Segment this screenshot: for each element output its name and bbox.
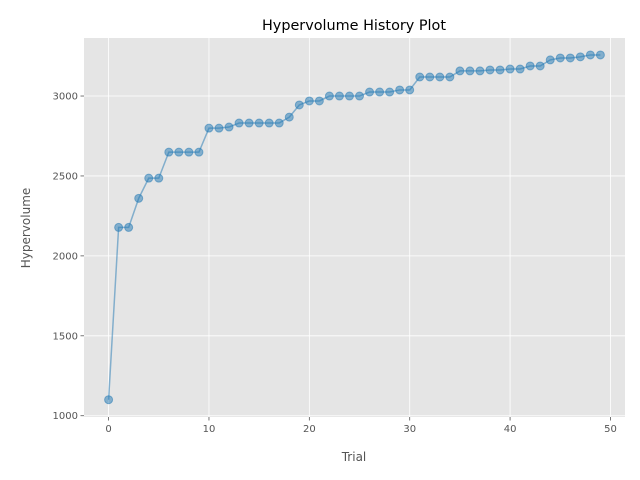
data-point [535, 61, 545, 71]
plot-area [84, 38, 625, 417]
data-point [395, 85, 405, 95]
data-point [204, 123, 214, 133]
x-tick-label: 40 [504, 424, 517, 435]
data-point [475, 66, 485, 76]
data-point [375, 87, 385, 97]
data-point [525, 61, 535, 71]
data-point [355, 91, 365, 101]
y-tick-label: 1500 [53, 331, 78, 342]
x-tick-label: 30 [403, 424, 416, 435]
y-axis-label: Hypervolume [19, 188, 33, 269]
data-point [515, 64, 525, 74]
data-point [405, 85, 415, 95]
data-point [565, 53, 575, 63]
data-point [595, 50, 605, 60]
y-tick-label: 1000 [53, 411, 78, 422]
data-point [585, 50, 595, 60]
data-point [334, 91, 344, 101]
data-point [465, 66, 475, 76]
data-point [234, 118, 244, 128]
data-point [274, 118, 284, 128]
x-axis-label: Trial [341, 450, 367, 464]
data-point [324, 91, 334, 101]
data-point [545, 55, 555, 65]
data-point [104, 395, 114, 405]
data-point [435, 72, 445, 82]
data-point [425, 72, 435, 82]
data-point [254, 118, 264, 128]
data-point [224, 122, 234, 132]
data-point [485, 65, 495, 75]
data-point [214, 123, 224, 133]
data-point [194, 147, 204, 157]
data-point [415, 72, 425, 82]
data-point [244, 118, 254, 128]
data-point [304, 96, 314, 106]
data-point [174, 147, 184, 157]
x-tick-label: 20 [303, 424, 316, 435]
data-point [575, 52, 585, 62]
data-point [124, 222, 134, 232]
data-point [184, 147, 194, 157]
data-point [134, 193, 144, 203]
data-point [154, 173, 164, 183]
data-point [344, 91, 354, 101]
data-point [385, 87, 395, 97]
data-point [164, 147, 174, 157]
data-point [505, 64, 515, 74]
data-point [114, 222, 124, 232]
data-point [284, 112, 294, 122]
x-tick-label: 10 [203, 424, 216, 435]
data-point [445, 72, 455, 82]
x-tick-label: 50 [604, 424, 617, 435]
data-point [314, 96, 324, 106]
x-tick-label: 0 [105, 424, 111, 435]
chart-title: Hypervolume History Plot [262, 18, 446, 34]
data-point [144, 173, 154, 183]
data-point [365, 87, 375, 97]
y-tick-label: 2500 [53, 171, 78, 182]
data-point [555, 53, 565, 63]
y-tick-label: 3000 [53, 92, 78, 103]
data-point [264, 118, 274, 128]
data-point [455, 66, 465, 76]
y-tick-label: 2000 [53, 251, 78, 262]
data-point [294, 100, 304, 110]
data-point [495, 65, 505, 75]
